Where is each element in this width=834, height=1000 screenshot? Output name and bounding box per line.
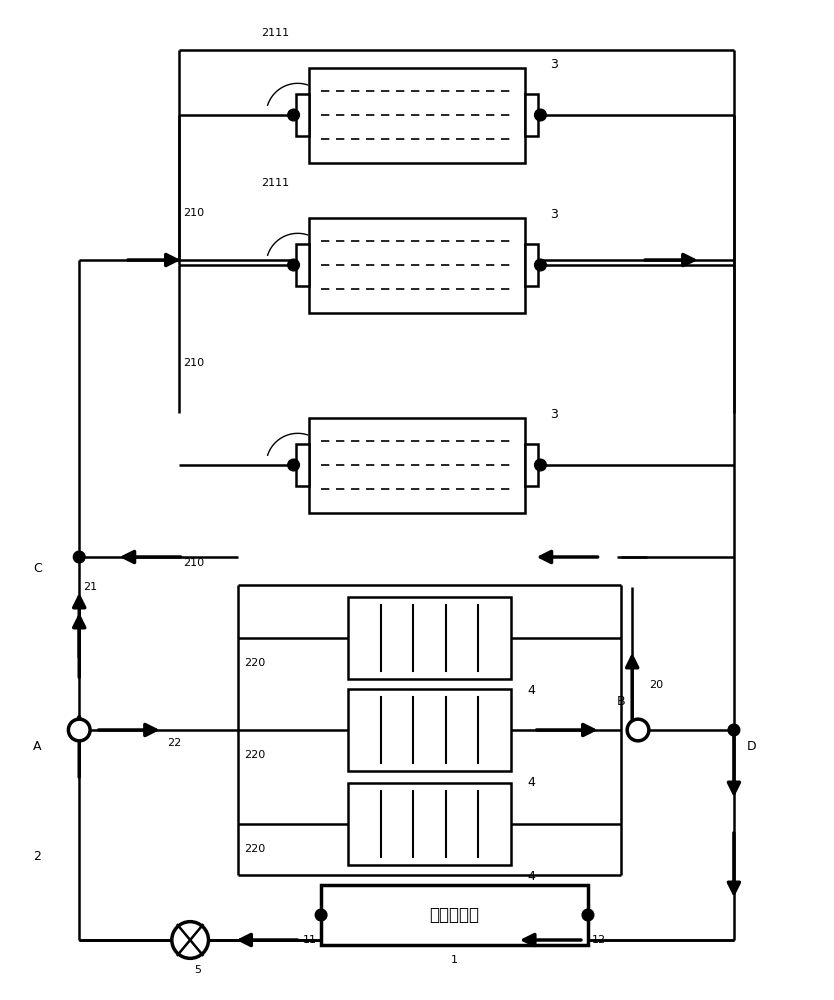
Text: 4: 4	[527, 870, 535, 883]
Text: 4: 4	[527, 776, 535, 789]
Text: 5: 5	[194, 965, 201, 975]
Circle shape	[288, 459, 299, 471]
Bar	[309, 68, 525, 162]
Text: 热交换单元: 热交换单元	[430, 906, 480, 924]
Circle shape	[535, 459, 546, 471]
Bar	[296, 244, 309, 286]
Text: 210: 210	[183, 208, 204, 218]
Bar	[321, 885, 588, 945]
Bar	[309, 218, 525, 312]
Bar	[525, 244, 538, 286]
Text: 2111: 2111	[261, 27, 289, 37]
Bar	[309, 418, 525, 512]
FancyArrowPatch shape	[128, 254, 177, 266]
Text: 3: 3	[550, 208, 558, 221]
Circle shape	[627, 719, 649, 741]
Circle shape	[315, 909, 327, 921]
Text: C: C	[33, 562, 42, 575]
Text: 22: 22	[167, 738, 181, 748]
FancyArrowPatch shape	[73, 717, 85, 777]
Bar	[296, 94, 309, 136]
Text: 12: 12	[592, 935, 606, 945]
Circle shape	[172, 922, 208, 958]
Bar	[348, 597, 510, 679]
Bar	[296, 444, 309, 486]
Text: D: D	[746, 740, 756, 753]
FancyArrowPatch shape	[98, 724, 156, 736]
Text: 3: 3	[550, 57, 558, 70]
FancyArrowPatch shape	[728, 833, 740, 893]
Circle shape	[73, 551, 85, 563]
Circle shape	[535, 109, 546, 121]
FancyArrowPatch shape	[73, 617, 85, 677]
Text: 220: 220	[244, 750, 265, 760]
Text: 210: 210	[183, 558, 204, 568]
Text: 20: 20	[649, 680, 663, 690]
Text: 21: 21	[83, 582, 98, 592]
Circle shape	[535, 259, 546, 271]
Text: 3: 3	[550, 408, 558, 420]
Text: 4: 4	[527, 684, 535, 697]
Circle shape	[288, 259, 299, 271]
Text: 220: 220	[244, 844, 265, 854]
FancyArrowPatch shape	[524, 934, 581, 946]
FancyArrowPatch shape	[240, 934, 298, 946]
Circle shape	[728, 724, 740, 736]
FancyArrowPatch shape	[540, 551, 598, 563]
Text: 220: 220	[244, 658, 265, 668]
Text: 1: 1	[451, 955, 458, 965]
Circle shape	[288, 109, 299, 121]
FancyArrowPatch shape	[645, 254, 694, 266]
FancyArrowPatch shape	[626, 657, 638, 722]
Text: 11: 11	[303, 935, 317, 945]
Circle shape	[68, 719, 90, 741]
Text: 210: 210	[183, 358, 204, 367]
FancyArrowPatch shape	[123, 551, 181, 563]
Bar	[348, 783, 510, 865]
Bar	[525, 94, 538, 136]
FancyArrowPatch shape	[73, 597, 85, 657]
Text: A: A	[33, 740, 42, 753]
Text: B: B	[617, 695, 626, 708]
Text: 2111: 2111	[261, 178, 289, 188]
Bar	[348, 689, 510, 771]
FancyArrowPatch shape	[536, 724, 594, 736]
Circle shape	[582, 909, 594, 921]
Bar	[525, 444, 538, 486]
Text: 2: 2	[33, 850, 41, 863]
FancyArrowPatch shape	[728, 733, 740, 793]
